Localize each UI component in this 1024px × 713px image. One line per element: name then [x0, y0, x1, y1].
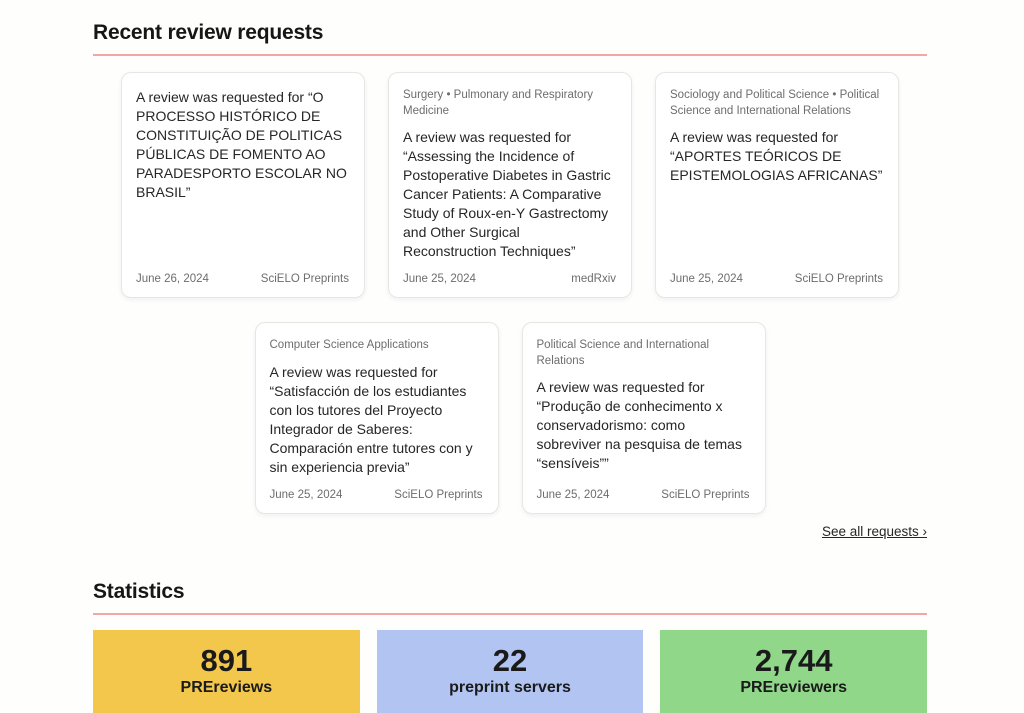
card-footer: June 25, 2024 medRxiv: [403, 261, 616, 285]
stat-box-prereviewers: 2,744 PREreviewers: [660, 629, 928, 713]
see-all-row: See all requests ›: [93, 524, 927, 539]
stat-label: preprint servers: [449, 679, 571, 697]
card-footer: June 25, 2024 SciELO Preprints: [270, 477, 483, 501]
card-footer: June 26, 2024 SciELO Preprints: [136, 261, 349, 285]
preprint-server-name: SciELO Preprints: [661, 488, 750, 501]
stat-value: 891: [200, 642, 253, 678]
review-request-card[interactable]: A review was requested for “O PROCESSO H…: [121, 72, 365, 298]
statistics-heading: Statistics: [93, 580, 927, 615]
review-request-text: A review was requested for “Produção de …: [536, 379, 742, 471]
review-request-date: June 25, 2024: [670, 273, 743, 285]
review-request-card[interactable]: Sociology and Political Science • Politi…: [655, 72, 899, 298]
review-request-text: A review was requested for “O PROCESSO H…: [136, 89, 347, 200]
stat-label: PREreviews: [180, 679, 273, 697]
review-request-topics: Computer Science Applications: [269, 339, 429, 351]
review-request-topics: Political Science and International Rela…: [536, 339, 710, 367]
review-request-date: June 25, 2024: [536, 488, 610, 501]
review-request-text: A review was requested for “APORTES TEÓR…: [670, 129, 883, 183]
stat-box-preprint-servers: 22 preprint servers: [376, 629, 644, 713]
recent-requests-heading: Recent review requests: [93, 21, 927, 56]
review-request-date: June 25, 2024: [403, 273, 476, 285]
stat-value: 2,744: [754, 642, 833, 678]
review-request-text: A review was requested for “Assessing th…: [403, 129, 611, 259]
preprint-server-name: medRxiv: [571, 273, 616, 285]
review-request-text: A review was requested for “Satisfacción…: [269, 363, 473, 475]
stat-box-prereviews: 891 PREreviews: [93, 629, 360, 713]
review-request-date: June 25, 2024: [269, 488, 343, 501]
review-request-topics: Sociology and Political Science • Politi…: [670, 89, 880, 117]
review-request-card[interactable]: Computer Science Applications A review w…: [254, 322, 499, 514]
statistics-section: Statistics 891 PREreviews 22 preprint se…: [93, 580, 928, 713]
review-request-topics: Surgery • Pulmonary and Respiratory Medi…: [403, 89, 594, 117]
preprint-server-name: SciELO Preprints: [260, 273, 349, 285]
preprint-server-name: SciELO Preprints: [794, 273, 883, 285]
stat-boxes: 891 PREreviews 22 preprint servers 2,744…: [93, 629, 928, 713]
preprint-server-name: SciELO Preprints: [394, 488, 483, 501]
review-request-date: June 26, 2024: [136, 273, 209, 285]
review-request-card[interactable]: Political Science and International Rela…: [521, 322, 766, 514]
card-footer: June 25, 2024 SciELO Preprints: [537, 477, 750, 501]
see-all-requests-link[interactable]: See all requests ›: [821, 523, 927, 539]
stat-label: PREreviewers: [740, 679, 848, 697]
card-footer: June 25, 2024 SciELO Preprints: [670, 261, 883, 285]
stat-value: 22: [492, 642, 528, 678]
review-request-cards: A review was requested for “O PROCESSO H…: [93, 72, 927, 514]
review-request-card[interactable]: Surgery • Pulmonary and Respiratory Medi…: [388, 72, 632, 298]
recent-review-requests-section: Recent review requests A review was requ…: [93, 21, 927, 539]
